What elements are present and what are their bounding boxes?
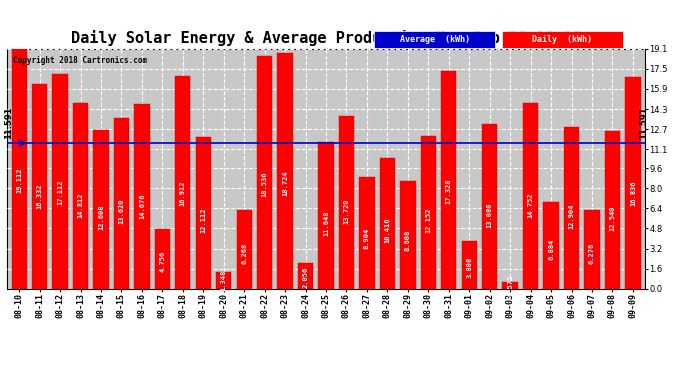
Text: 14.752: 14.752 — [528, 193, 533, 218]
Bar — [421, 136, 436, 289]
Bar — [441, 71, 457, 289]
Bar — [32, 84, 48, 289]
Text: 17.328: 17.328 — [446, 178, 452, 204]
Bar — [257, 56, 273, 289]
Text: Copyright 2018 Cartronics.com: Copyright 2018 Cartronics.com — [13, 56, 148, 65]
Bar — [502, 282, 518, 289]
Text: 16.836: 16.836 — [630, 181, 636, 206]
Text: Average  (kWh): Average (kWh) — [400, 34, 469, 44]
Bar — [195, 136, 211, 289]
Text: 0.572: 0.572 — [507, 274, 513, 296]
Text: Daily  (kWh): Daily (kWh) — [532, 34, 592, 44]
Bar — [73, 103, 88, 289]
Text: 19.112: 19.112 — [16, 168, 22, 194]
Text: 13.720: 13.720 — [344, 198, 349, 224]
Text: 13.080: 13.080 — [486, 202, 493, 228]
Bar — [12, 49, 27, 289]
Text: 11.648: 11.648 — [323, 210, 329, 236]
Text: 10.416: 10.416 — [384, 217, 391, 243]
Bar — [400, 181, 415, 289]
Text: 6.276: 6.276 — [589, 243, 595, 264]
Bar — [482, 124, 497, 289]
Bar — [523, 104, 538, 289]
Text: 6.884: 6.884 — [548, 239, 554, 261]
Text: 8.904: 8.904 — [364, 228, 370, 249]
Text: 16.912: 16.912 — [180, 180, 186, 206]
Bar — [625, 77, 640, 289]
Text: 11.591: 11.591 — [4, 107, 13, 140]
Text: 18.724: 18.724 — [282, 170, 288, 196]
Text: 11.591: 11.591 — [639, 107, 648, 140]
Text: 12.608: 12.608 — [98, 205, 104, 230]
Text: 14.676: 14.676 — [139, 193, 145, 219]
Bar — [318, 142, 334, 289]
Text: 18.536: 18.536 — [262, 171, 268, 197]
Bar — [155, 229, 170, 289]
Bar — [277, 54, 293, 289]
Text: 12.152: 12.152 — [425, 207, 431, 233]
Bar — [339, 116, 354, 289]
Text: 17.112: 17.112 — [57, 179, 63, 205]
Bar — [298, 263, 313, 289]
FancyBboxPatch shape — [502, 31, 623, 48]
Bar — [544, 202, 559, 289]
Text: 13.620: 13.620 — [119, 199, 124, 225]
Text: 12.112: 12.112 — [200, 207, 206, 233]
Bar — [114, 118, 129, 289]
Bar — [564, 127, 579, 289]
Text: 16.332: 16.332 — [37, 184, 43, 209]
Bar — [93, 130, 108, 289]
Text: 1.348: 1.348 — [221, 270, 227, 291]
Text: 8.608: 8.608 — [405, 230, 411, 251]
Bar — [52, 74, 68, 289]
FancyBboxPatch shape — [374, 31, 495, 48]
Bar — [604, 131, 620, 289]
Bar — [462, 241, 477, 289]
Text: 12.904: 12.904 — [569, 203, 575, 228]
Bar — [380, 158, 395, 289]
Bar — [237, 210, 252, 289]
Bar — [216, 272, 231, 289]
Text: 4.756: 4.756 — [159, 251, 166, 273]
Text: 3.808: 3.808 — [466, 256, 472, 278]
Text: 2.056: 2.056 — [303, 267, 308, 288]
Text: 12.540: 12.540 — [609, 205, 615, 231]
Bar — [175, 76, 190, 289]
Title: Daily Solar Energy & Average Production Mon Sep 10 19:12: Daily Solar Energy & Average Production … — [70, 30, 582, 46]
Bar — [135, 104, 150, 289]
Text: 14.812: 14.812 — [77, 192, 83, 218]
Bar — [584, 210, 600, 289]
Bar — [359, 177, 375, 289]
Text: 6.268: 6.268 — [241, 243, 247, 264]
